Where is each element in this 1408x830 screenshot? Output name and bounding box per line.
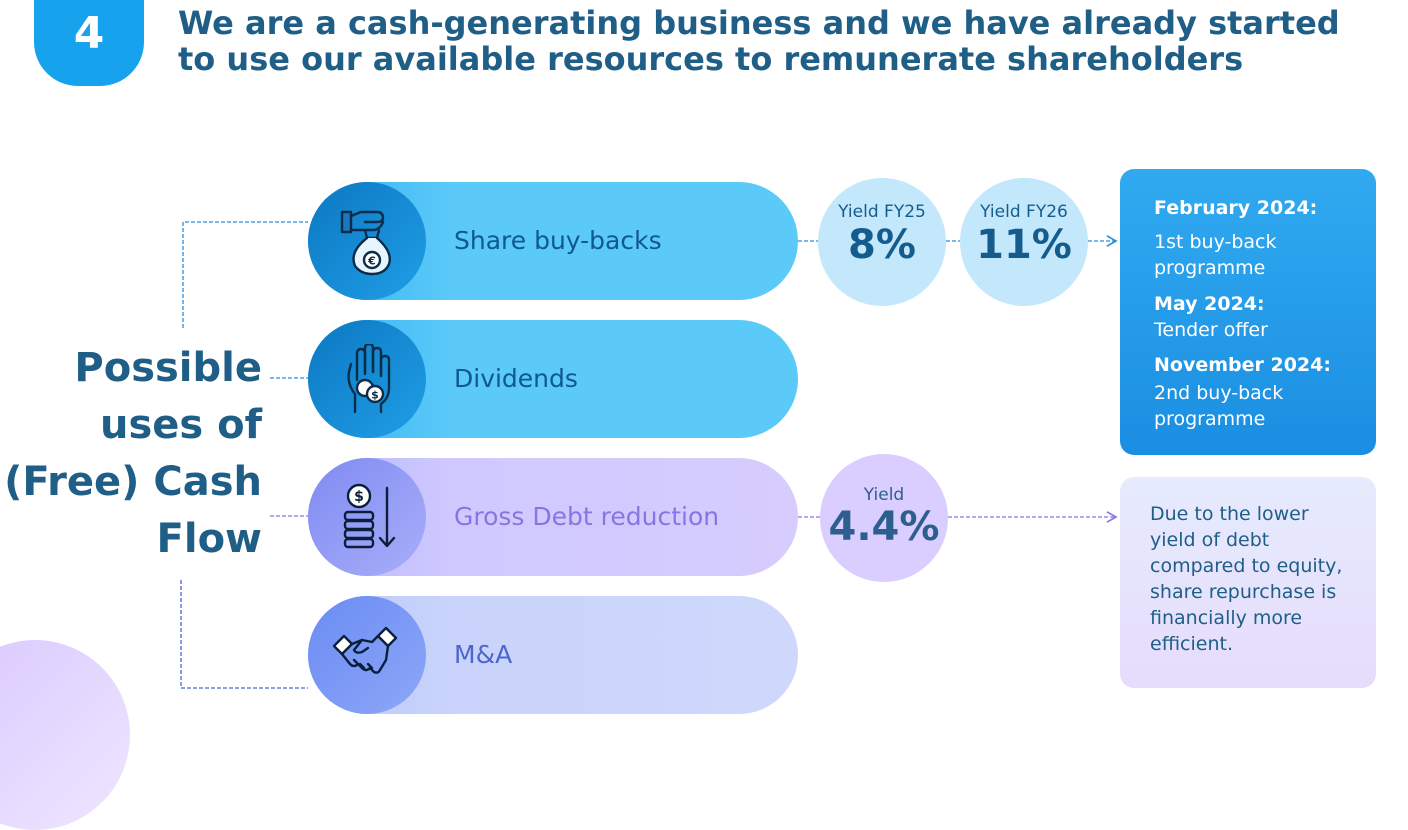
- debt-vs-equity-note: Due to the lower yield of debt compared …: [1150, 503, 1343, 655]
- uses-of-cash-flow-title: Possible uses of (Free) Cash Flow: [0, 340, 262, 568]
- dividends-icon-circle: $: [308, 320, 426, 438]
- yield-fy25-circle: Yield FY25 8%: [818, 178, 946, 306]
- dividends-label: Dividends: [454, 364, 578, 393]
- left-title-line-4: Flow: [156, 516, 262, 562]
- yield-fy26-value: 11%: [976, 222, 1072, 268]
- timeline-date-2: May 2024:: [1154, 293, 1265, 315]
- debt-vs-equity-note-box: Due to the lower yield of debt compared …: [1120, 477, 1376, 688]
- yield-fy25-caption: Yield FY25: [838, 202, 926, 222]
- left-title-line-1: Possible: [74, 345, 262, 391]
- handshake-icon: [332, 626, 398, 674]
- page-title-line-2: to use our available resources to remune…: [178, 40, 1244, 78]
- svg-text:$: $: [354, 489, 364, 505]
- m-and-a-pill: M&A: [308, 596, 798, 714]
- connector-lines: [180, 221, 1118, 689]
- hand-coins-icon: $: [347, 344, 391, 414]
- buyback-timeline-box: February 2024: 1st buy-back programme Ma…: [1120, 169, 1376, 455]
- connector-buyback: [182, 221, 308, 328]
- timeline-desc-1: 1st buy-back programme: [1154, 231, 1277, 279]
- timeline-date-1: February 2024:: [1154, 197, 1318, 219]
- yield-fy26-circle: Yield FY26 11%: [960, 178, 1088, 306]
- svg-text:$: $: [371, 389, 379, 402]
- left-title-line-2: uses of: [99, 402, 262, 448]
- m-and-a-icon-circle: [308, 596, 426, 714]
- section-number-badge: 4: [34, 0, 144, 86]
- yield-debt-caption: Yield: [863, 485, 905, 505]
- m-and-a-label: M&A: [454, 640, 513, 669]
- timeline-desc-3: 2nd buy-back programme: [1154, 382, 1284, 430]
- timeline-date-3: November 2024:: [1154, 354, 1331, 376]
- gross-debt-reduction-label: Gross Debt reduction: [454, 502, 720, 531]
- timeline-desc-2: Tender offer: [1154, 319, 1268, 341]
- share-buybacks-icon-circle: €: [308, 182, 426, 300]
- yield-debt-value: 4.4%: [828, 504, 940, 550]
- dividends-pill: $ Dividends: [308, 320, 798, 438]
- page-title: We are a cash-generating business and we…: [178, 5, 1378, 77]
- yield-fy26-caption: Yield FY26: [980, 202, 1068, 222]
- left-title-line-3: (Free) Cash: [4, 459, 262, 505]
- yield-debt-circle: Yield 4.4%: [820, 454, 948, 582]
- page-title-line-1: We are a cash-generating business and we…: [178, 4, 1340, 42]
- svg-text:€: €: [367, 255, 376, 268]
- section-number: 4: [73, 8, 105, 59]
- connector-ma: [180, 580, 308, 689]
- money-bag-euro-icon: €: [340, 210, 391, 276]
- coin-stack-down-icon: $: [343, 483, 396, 549]
- share-buybacks-pill: € Share buy-backs: [308, 182, 798, 300]
- gross-debt-icon-circle: $: [308, 458, 426, 576]
- gross-debt-reduction-pill: $ Gross Debt reduction: [308, 458, 798, 576]
- share-buybacks-label: Share buy-backs: [454, 226, 662, 255]
- yield-fy25-value: 8%: [848, 222, 916, 268]
